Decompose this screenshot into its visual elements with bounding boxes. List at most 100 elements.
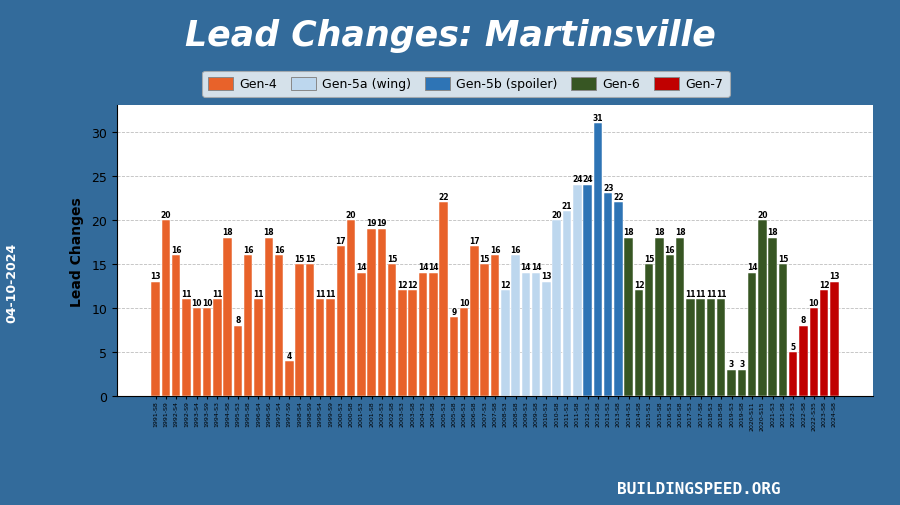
Text: 13: 13 [541,272,552,281]
Bar [429,273,437,396]
Bar [244,256,252,396]
Text: 11: 11 [181,289,192,298]
Text: 10: 10 [192,298,202,307]
Bar [254,299,263,396]
Bar [604,194,612,396]
Bar [193,309,201,396]
Text: 16: 16 [664,245,675,255]
Text: 21: 21 [562,201,572,210]
Text: 8: 8 [235,316,240,325]
Text: 24: 24 [572,175,582,184]
Bar [151,282,160,396]
Text: 04-10-2024: 04-10-2024 [5,243,18,323]
Bar [676,238,684,396]
Text: 14: 14 [520,263,531,272]
Text: 14: 14 [356,263,366,272]
Text: 16: 16 [243,245,254,255]
Text: 18: 18 [675,228,686,237]
Text: 15: 15 [305,254,315,263]
Text: 31: 31 [592,113,603,122]
Bar [234,326,242,396]
Bar [316,299,324,396]
Text: 15: 15 [294,254,305,263]
Bar [666,256,674,396]
Bar [357,273,365,396]
Bar [769,238,777,396]
Bar [799,326,808,396]
Bar [706,299,716,396]
Bar [162,221,170,396]
Text: 10: 10 [202,298,212,307]
Text: 11: 11 [685,289,696,298]
Text: 5: 5 [791,342,796,351]
Text: 13: 13 [829,272,840,281]
Text: 16: 16 [490,245,500,255]
Text: 9: 9 [451,307,456,316]
Legend: Gen-4, Gen-5a (wing), Gen-5b (spoiler), Gen-6, Gen-7: Gen-4, Gen-5a (wing), Gen-5b (spoiler), … [202,71,730,97]
Text: 11: 11 [325,289,336,298]
Text: 10: 10 [808,298,819,307]
Text: 8: 8 [801,316,806,325]
Bar [409,291,417,396]
Bar [634,291,644,396]
Bar [778,265,788,396]
Bar [573,185,581,396]
Text: Lead Changes: Martinsville: Lead Changes: Martinsville [184,19,716,53]
Text: 12: 12 [819,281,830,289]
Text: 20: 20 [552,210,562,219]
Bar [820,291,828,396]
Text: 22: 22 [613,192,624,201]
Bar [686,299,695,396]
Text: 12: 12 [397,281,408,289]
Text: 14: 14 [747,263,758,272]
Bar [388,265,396,396]
Bar [439,203,448,396]
Text: 4: 4 [287,351,292,360]
Bar [511,256,520,396]
Bar [542,282,551,396]
Text: 17: 17 [336,236,346,245]
Bar [418,273,427,396]
Bar [481,265,489,396]
Text: 15: 15 [387,254,397,263]
Bar [182,299,191,396]
Text: 12: 12 [634,281,644,289]
Text: 23: 23 [603,184,614,193]
Bar [378,229,386,396]
Bar [614,203,623,396]
Bar [738,370,746,396]
Bar [367,229,376,396]
Y-axis label: Lead Changes: Lead Changes [70,196,85,306]
Bar [748,273,756,396]
Bar [655,238,664,396]
Bar [202,309,211,396]
Bar [758,221,767,396]
Bar [285,361,293,396]
Text: 3: 3 [729,360,734,369]
Bar [295,265,304,396]
Bar [491,256,500,396]
Bar [532,273,540,396]
Text: 11: 11 [315,289,326,298]
Bar [583,185,592,396]
Bar [398,291,407,396]
Bar [789,352,797,396]
Bar [625,238,633,396]
Bar [213,299,221,396]
Text: 14: 14 [418,263,428,272]
Bar [306,265,314,396]
Bar [727,370,736,396]
Text: 11: 11 [716,289,726,298]
Text: 11: 11 [253,289,264,298]
Text: 14: 14 [531,263,542,272]
Bar [553,221,561,396]
Bar [830,282,839,396]
Bar [470,247,479,396]
Text: 17: 17 [469,236,480,245]
Bar [450,317,458,396]
Text: 22: 22 [438,192,449,201]
Text: 16: 16 [274,245,284,255]
Text: BUILDINGSPEED.ORG: BUILDINGSPEED.ORG [616,481,780,496]
Text: 10: 10 [459,298,470,307]
Bar [265,238,273,396]
